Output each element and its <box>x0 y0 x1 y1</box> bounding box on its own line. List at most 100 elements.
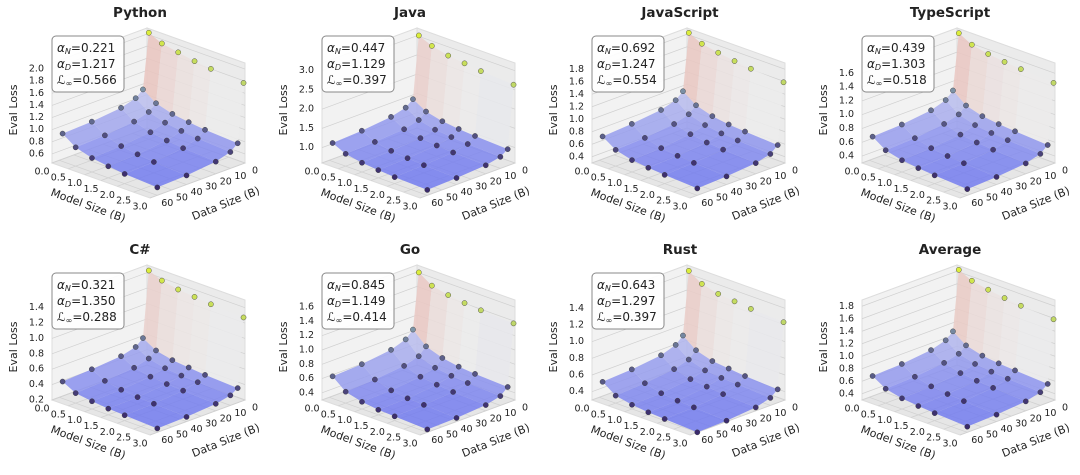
z-axis-label: Eval Loss <box>547 321 560 372</box>
surface-cell <box>394 165 457 190</box>
surface-cell <box>108 154 154 174</box>
data-point <box>415 353 422 360</box>
y-tick-label: 40 <box>190 424 202 435</box>
data-point <box>1044 381 1051 387</box>
data-point <box>121 171 128 177</box>
data-point <box>687 131 694 137</box>
data-point <box>132 344 139 350</box>
surface-cell <box>442 295 465 367</box>
x-tick-label: 1.0 <box>877 178 892 189</box>
z-tick-label: 1.4 <box>839 82 854 93</box>
surface-cell <box>404 119 436 139</box>
annotation-value: =1.303 <box>881 57 925 71</box>
data-point <box>658 107 664 113</box>
z-tick-label: 1.4 <box>569 89 584 100</box>
surface-cell <box>150 368 182 385</box>
z-tick-label: 0.8 <box>569 353 584 364</box>
annotation-sub: N <box>65 284 71 293</box>
y-tick-label: 40 <box>730 187 742 198</box>
data-point <box>388 346 394 353</box>
surface-cell <box>976 132 1008 150</box>
annotation-line: αN=0.447 <box>327 41 385 56</box>
surface-cell <box>963 387 1026 415</box>
surface-cell <box>124 161 187 188</box>
x-tick-label: 2.0 <box>370 427 385 438</box>
data-point <box>162 119 168 126</box>
x-tick-label: 1.5 <box>83 184 98 195</box>
surface-cell <box>914 123 961 149</box>
annotation-sub: N <box>65 47 71 56</box>
y-tick-label: 20 <box>220 176 232 187</box>
data-point <box>439 118 446 125</box>
data-point <box>402 104 409 111</box>
x-tick-label: 0.5 <box>321 409 336 420</box>
x-tick-label: 0.0 <box>304 167 319 178</box>
data-point <box>154 184 161 191</box>
y-tick-label: 60 <box>161 435 173 446</box>
surface-cell <box>947 142 994 164</box>
subplot: 0.40.60.81.01.21.41.61.80.00.51.01.52.02… <box>817 242 1072 462</box>
z-axis-label: Eval Loss <box>277 321 290 372</box>
z-tick-label: 0.6 <box>569 139 584 150</box>
data-point <box>725 365 732 372</box>
surface-cell <box>91 107 135 136</box>
surface-cell <box>405 329 427 357</box>
y-tick-label: 20 <box>1030 176 1042 187</box>
y-tick-label: 40 <box>190 187 202 198</box>
data-point <box>169 111 176 117</box>
y-tick-label: 30 <box>1015 182 1027 193</box>
data-point <box>510 320 517 327</box>
data-point <box>118 386 125 393</box>
data-point <box>928 107 934 114</box>
data-point <box>629 366 635 373</box>
surface-cell <box>674 359 706 380</box>
z-tick-label: 0.2 <box>29 395 44 406</box>
z-tick-label: 1.0 <box>569 114 584 125</box>
surface-cell <box>675 91 697 115</box>
surface-cell <box>931 340 959 363</box>
data-point <box>455 126 462 132</box>
data-point <box>482 162 489 169</box>
surface-cell <box>156 43 179 114</box>
surface-cell <box>975 355 999 372</box>
data-point <box>699 40 705 47</box>
annotation-sub: ∞ <box>66 316 73 325</box>
data-point <box>445 52 452 59</box>
z-tick-label: 1.2 <box>839 95 854 106</box>
data-point <box>964 186 971 192</box>
data-point <box>752 160 759 166</box>
surface-cell <box>142 270 162 351</box>
y-tick-label: 50 <box>176 429 188 440</box>
data-point <box>180 387 186 394</box>
data-point <box>928 383 935 390</box>
surface-cell <box>453 144 501 166</box>
surface-cell <box>378 398 424 417</box>
data-point <box>169 357 176 363</box>
surface-cell <box>901 350 945 377</box>
z-axis-label: Eval Loss <box>547 84 560 135</box>
data-point <box>767 151 774 157</box>
x-tick-label: 2.0 <box>100 427 115 438</box>
data-point <box>780 79 787 86</box>
y-tick-label: 60 <box>971 198 983 209</box>
subplot: 0.40.60.81.01.21.40.00.51.01.52.02.53.00… <box>547 242 802 462</box>
data-point <box>718 130 725 137</box>
surface-cell <box>91 146 138 167</box>
z-tick-label: 0.4 <box>29 379 44 390</box>
annotation-sub: N <box>605 284 611 293</box>
surface-cell <box>412 272 432 347</box>
data-point <box>417 135 424 141</box>
surface-cell <box>181 367 206 383</box>
y-tick-label: 40 <box>460 424 472 435</box>
z-tick-label: 0.6 <box>29 364 44 375</box>
surface-cell <box>361 349 405 380</box>
annotation-symbol: α <box>597 278 605 292</box>
data-point <box>433 381 440 388</box>
surface-cell <box>165 113 189 131</box>
surface-cell <box>721 124 746 141</box>
x-tick-label: 3.0 <box>132 202 147 213</box>
x-tick-label: 1.0 <box>67 178 82 189</box>
z-tick-label: 0.6 <box>299 373 314 384</box>
x-tick-label: 3.0 <box>942 202 957 213</box>
surface-cell <box>374 365 421 391</box>
